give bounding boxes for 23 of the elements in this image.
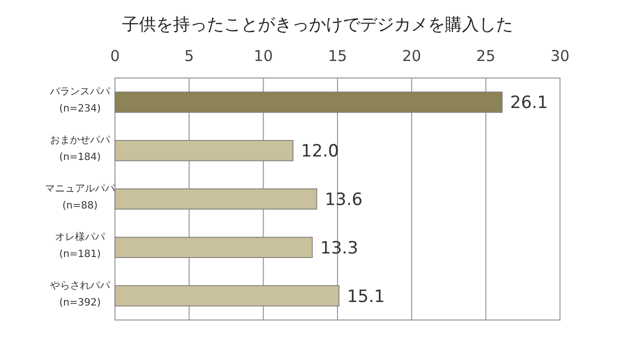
bar — [114, 285, 340, 306]
x-tick-label: 5 — [184, 47, 194, 65]
x-tick-label: 0 — [110, 47, 120, 65]
data-label: 13.3 — [320, 238, 358, 258]
chart-title: 子供を持ったことがきっかけでデジカメを購入した — [122, 15, 513, 35]
y-tick-label: おまかせパパ (n=184) — [50, 135, 111, 164]
x-tick-label: 10 — [254, 47, 273, 65]
data-label: 13.6 — [324, 190, 363, 210]
bar — [114, 140, 294, 162]
data-label: 15.1 — [346, 286, 385, 307]
data-label: 12.0 — [301, 142, 339, 162]
x-tick-label: 30 — [550, 47, 570, 65]
y-tick-label: バランスパパ (n=234) — [49, 86, 111, 115]
x-tick-label: 15 — [328, 47, 348, 65]
bar — [114, 188, 318, 210]
x-tick-label: 20 — [402, 47, 422, 65]
x-tick-label: 25 — [476, 47, 496, 65]
bar — [114, 236, 313, 258]
y-tick-label: オレ様パパ (n=181) — [55, 230, 106, 260]
y-tick-label: やらされパパ (n=392) — [50, 280, 111, 308]
y-tick-label: マニュアルパパ (n=88) — [45, 184, 116, 212]
bar — [114, 92, 503, 113]
data-label: 26.1 — [510, 93, 548, 114]
